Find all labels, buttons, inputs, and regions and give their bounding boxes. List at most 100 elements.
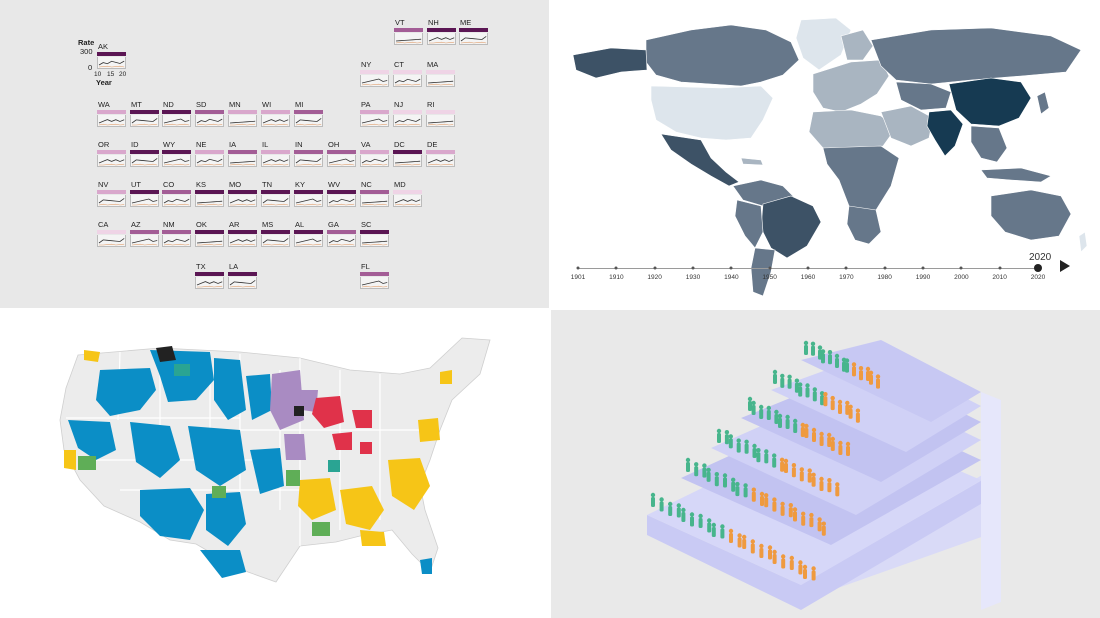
person-figure-orange	[811, 427, 817, 442]
state-rate-bar	[162, 150, 191, 154]
timeline-tick-dot[interactable]	[844, 266, 848, 270]
state-sparkline-me[interactable]: ME	[459, 18, 488, 45]
legend-x-tick-2: 15	[107, 71, 115, 78]
state-label: LA	[229, 262, 239, 271]
state-rate-bar	[130, 190, 159, 194]
state-sparkline-nh[interactable]: NH	[427, 18, 456, 45]
state-sparkline-fl[interactable]: FL	[360, 262, 389, 289]
state-sparkline-nm[interactable]: NM	[162, 220, 191, 247]
state-sparkline-md[interactable]: MD	[393, 180, 422, 207]
state-sparkline-wa[interactable]: WA	[97, 100, 126, 127]
state-sparkline-vt[interactable]: VT	[394, 18, 423, 45]
state-sparkline-az[interactable]: AZ	[130, 220, 159, 247]
state-sparkline-in[interactable]: IN	[294, 140, 323, 167]
timeline-tick-dot[interactable]	[653, 266, 657, 270]
state-label: WA	[98, 100, 110, 109]
state-sparkline-pa[interactable]: PA	[360, 100, 389, 127]
state-sparkline-ga[interactable]: GA	[327, 220, 356, 247]
state-sparkline-nc[interactable]: NC	[360, 180, 389, 207]
state-sparkline-box	[162, 235, 191, 247]
state-sparkline-al[interactable]: AL	[294, 220, 323, 247]
state-sparkline-ny[interactable]: NY	[360, 60, 389, 87]
state-sparkline-box	[360, 277, 389, 289]
timeline-tick-dot[interactable]	[806, 266, 810, 270]
state-sparkline-ok[interactable]: OK	[195, 220, 224, 247]
state-sparkline-wv[interactable]: WV	[327, 180, 356, 207]
state-sparkline-va[interactable]: VA	[360, 140, 389, 167]
state-sparkline-nj[interactable]: NJ	[393, 100, 422, 127]
person-figure-green	[731, 477, 736, 492]
state-sparkline-nd[interactable]: ND	[162, 100, 191, 127]
timeline-tick-dot[interactable]	[959, 266, 963, 270]
state-sparkline-ct[interactable]: CT	[393, 60, 422, 87]
state-sparkline-or[interactable]: OR	[97, 140, 126, 167]
state-sparkline-tx[interactable]: TX	[195, 262, 224, 289]
person-figure-green	[668, 501, 673, 516]
state-rate-bar	[294, 150, 323, 154]
state-sparkline-ks[interactable]: KS	[195, 180, 224, 207]
state-sparkline-ut[interactable]: UT	[130, 180, 159, 207]
person-figure-green	[774, 409, 779, 424]
person-figure-orange	[789, 555, 794, 570]
state-label: NH	[428, 18, 439, 27]
timeline-tick-label: 1930	[685, 274, 701, 281]
state-rate-bar	[261, 110, 290, 114]
state-sparkline-ak[interactable]: AK	[97, 42, 126, 69]
state-sparkline-ar[interactable]: AR	[228, 220, 257, 247]
state-sparkline-dc[interactable]: DC	[393, 140, 422, 167]
timeline-tick-label: 1910	[609, 274, 624, 281]
play-icon[interactable]	[1060, 260, 1070, 272]
state-label: ME	[460, 18, 472, 27]
state-sparkline-ca[interactable]: CA	[97, 220, 126, 247]
state-sparkline-ne[interactable]: NE	[195, 140, 224, 167]
state-sparkline-id[interactable]: ID	[130, 140, 159, 167]
state-sparkline-tn[interactable]: TN	[261, 180, 290, 207]
state-label: MN	[229, 100, 241, 109]
timeline-year-display: 2020	[1029, 252, 1052, 263]
person-figure-orange	[781, 554, 786, 569]
state-sparkline-nv[interactable]: NV	[97, 180, 126, 207]
state-sparkline-mo[interactable]: MO	[228, 180, 257, 207]
state-rate-bar	[294, 110, 323, 114]
state-sparkline-de[interactable]: DE	[426, 140, 455, 167]
timeline-tick-dot[interactable]	[729, 266, 733, 270]
state-sparkline-mt[interactable]: MT	[130, 100, 159, 127]
state-sparkline-ky[interactable]: KY	[294, 180, 323, 207]
state-label: UT	[131, 180, 141, 189]
state-sparkline-mi[interactable]: MI	[294, 100, 323, 127]
person-figure-orange	[875, 374, 881, 389]
person-figure-green	[794, 378, 800, 393]
person-figure-green	[803, 340, 809, 355]
state-label: PA	[361, 100, 371, 109]
state-label: MD	[394, 180, 406, 189]
state-label: SC	[361, 220, 372, 229]
state-sparkline-oh[interactable]: OH	[327, 140, 356, 167]
state-rate-bar	[97, 110, 126, 114]
state-rate-bar	[195, 150, 224, 154]
state-sparkline-sc[interactable]: SC	[360, 220, 389, 247]
state-sparkline-sd[interactable]: SD	[195, 100, 224, 127]
state-sparkline-ma[interactable]: MA	[426, 60, 455, 87]
timeline-tick-dot[interactable]	[998, 266, 1002, 270]
state-sparkline-box	[130, 155, 159, 167]
timeline-tick-dot[interactable]	[883, 266, 887, 270]
state-sparkline-ms[interactable]: MS	[261, 220, 290, 247]
state-label: TX	[196, 262, 206, 271]
timeline-current-marker[interactable]	[1034, 264, 1042, 272]
state-sparkline-box	[393, 155, 422, 167]
state-sparkline-mn[interactable]: MN	[228, 100, 257, 127]
timeline-tick-dot[interactable]	[921, 266, 925, 270]
state-sparkline-la[interactable]: LA	[228, 262, 257, 289]
state-sparkline-wi[interactable]: WI	[261, 100, 290, 127]
timeline-tick-dot[interactable]	[691, 266, 695, 270]
state-rate-bar	[162, 110, 191, 114]
state-sparkline-wy[interactable]: WY	[162, 140, 191, 167]
state-sparkline-ia[interactable]: IA	[228, 140, 257, 167]
state-label: IN	[295, 140, 303, 149]
state-sparkline-ri[interactable]: RI	[426, 100, 455, 127]
timeline-tick-dot[interactable]	[614, 266, 618, 270]
timeline-tick-dot[interactable]	[768, 266, 772, 270]
state-sparkline-co[interactable]: CO	[162, 180, 191, 207]
state-sparkline-il[interactable]: IL	[261, 140, 290, 167]
timeline-tick-dot[interactable]	[576, 266, 580, 270]
